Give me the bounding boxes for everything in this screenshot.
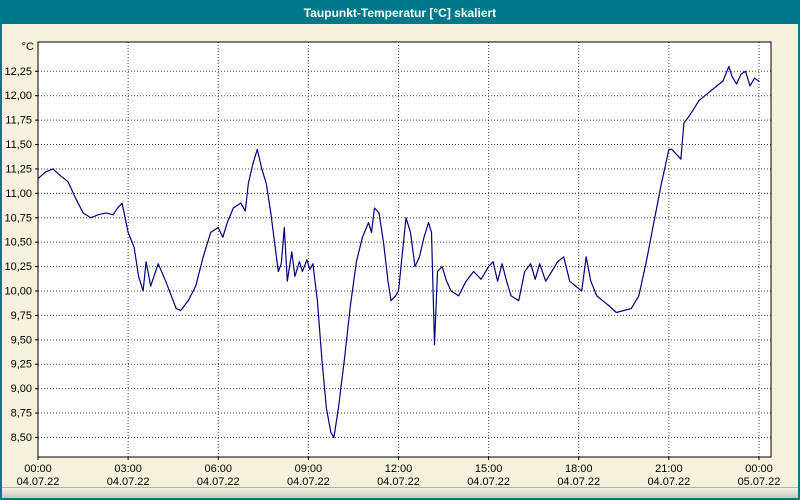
svg-text:10,50: 10,50	[4, 237, 32, 249]
svg-text:04.07.22: 04.07.22	[107, 476, 150, 488]
svg-text:10,75: 10,75	[4, 212, 32, 224]
chart-svg: 8,50 8,75 9,00 9,25 9,50 9,75 10,00 10,25 10,50 1…	[4, 41, 781, 488]
svg-text:03:00: 03:00	[114, 463, 142, 475]
svg-text:05.07.22: 05.07.22	[738, 476, 781, 488]
svg-text:11,75: 11,75	[5, 115, 32, 127]
svg-text:00:00: 00:00	[745, 463, 773, 475]
bottom-scrollbar[interactable]	[2, 487, 798, 498]
svg-text:15:00: 15:00	[475, 463, 503, 475]
svg-text:12,25: 12,25	[4, 66, 32, 78]
svg-text:04.07.22: 04.07.22	[377, 476, 420, 488]
svg-text:9,75: 9,75	[11, 310, 32, 322]
svg-text:10,00: 10,00	[4, 286, 32, 298]
svg-text:8,75: 8,75	[11, 408, 32, 420]
chart-area: 8,50 8,75 9,00 9,25 9,50 9,75 10,00 10,25 10,50 1…	[2, 24, 798, 490]
svg-text:8,50: 8,50	[11, 432, 32, 444]
svg-text:00:00: 00:00	[24, 463, 52, 475]
svg-text:11,25: 11,25	[5, 163, 32, 175]
svg-text:11,00: 11,00	[5, 188, 32, 200]
svg-text:10,25: 10,25	[4, 261, 32, 273]
svg-text:12:00: 12:00	[385, 463, 413, 475]
svg-text:9,00: 9,00	[11, 383, 32, 395]
svg-text:04.07.22: 04.07.22	[17, 476, 60, 488]
svg-text:18:00: 18:00	[565, 463, 593, 475]
svg-text:04.07.22: 04.07.22	[287, 476, 330, 488]
chart-title: Taupunkt-Temperatur [°C] skaliert	[303, 6, 497, 20]
svg-text:°C: °C	[22, 41, 34, 53]
svg-text:12,00: 12,00	[4, 90, 32, 102]
svg-text:04.07.22: 04.07.22	[467, 476, 510, 488]
svg-text:04.07.22: 04.07.22	[647, 476, 690, 488]
svg-text:21:00: 21:00	[655, 463, 683, 475]
svg-text:11,50: 11,50	[5, 139, 32, 151]
chart-title-bar: Taupunkt-Temperatur [°C] skaliert	[2, 2, 798, 24]
svg-text:04.07.22: 04.07.22	[557, 476, 600, 488]
svg-text:9,25: 9,25	[11, 359, 32, 371]
svg-text:04.07.22: 04.07.22	[197, 476, 240, 488]
svg-text:9,50: 9,50	[11, 334, 32, 346]
svg-text:06:00: 06:00	[204, 463, 232, 475]
svg-text:09:00: 09:00	[295, 463, 323, 475]
